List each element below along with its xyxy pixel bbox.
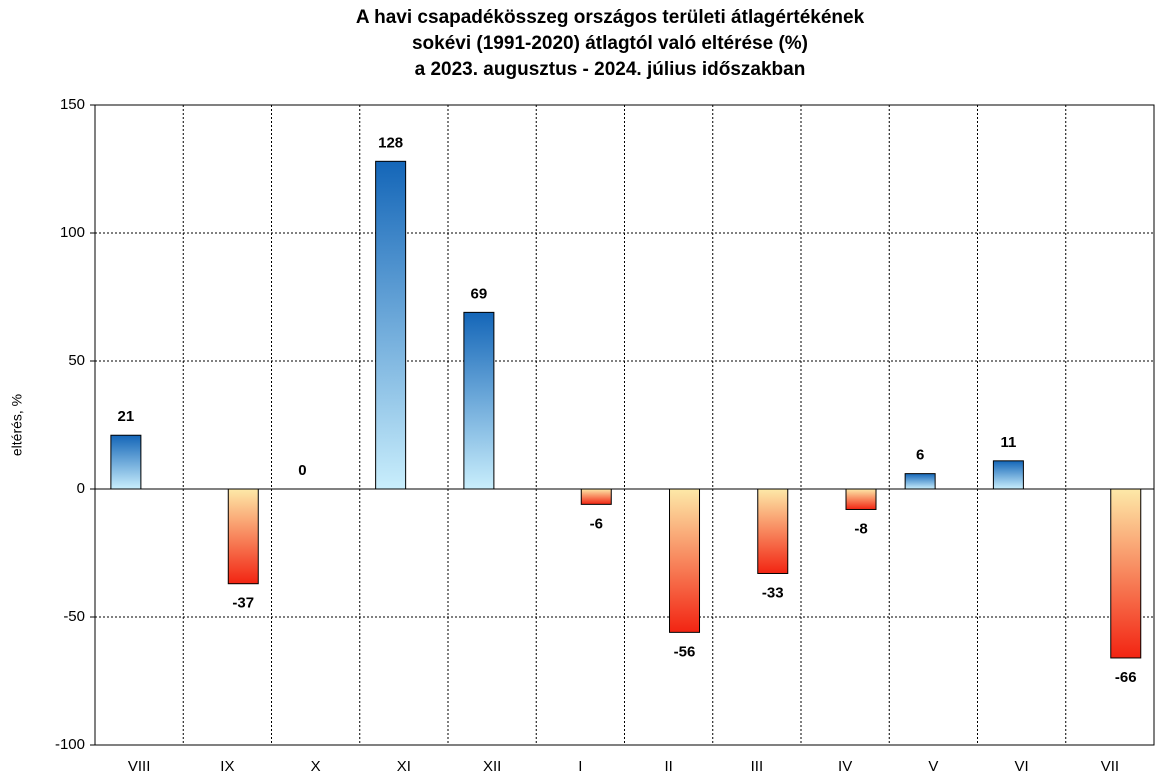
bar — [463, 311, 495, 490]
value-label: -37 — [232, 595, 254, 612]
chart-title: A havi csapadékösszeg országos területi … — [356, 7, 865, 28]
value-label: -6 — [590, 515, 603, 532]
bar — [110, 434, 142, 490]
bar — [845, 488, 877, 510]
bar — [227, 488, 259, 585]
y-tick-label: 150 — [60, 96, 85, 113]
bar — [992, 460, 1024, 490]
chart-title: a 2023. augusztus - 2024. július időszak… — [415, 59, 806, 80]
bar — [904, 473, 936, 490]
y-tick-label: 100 — [60, 224, 85, 241]
x-tick-label: IV — [838, 758, 852, 775]
x-tick-label: II — [664, 758, 672, 775]
bar — [757, 488, 789, 574]
bar — [580, 488, 612, 505]
value-label: 128 — [378, 134, 403, 151]
x-tick-label: V — [928, 758, 938, 775]
x-tick-label: X — [311, 758, 321, 775]
x-tick-label: I — [578, 758, 582, 775]
bar — [1110, 488, 1142, 659]
x-tick-label: VII — [1101, 758, 1119, 775]
chart-title: sokévi (1991-2020) átlagtól való eltérés… — [412, 33, 808, 54]
bar — [669, 488, 701, 633]
y-axis-label: eltérés, % — [9, 394, 25, 456]
value-label: 6 — [916, 447, 924, 464]
value-label: -56 — [674, 643, 696, 660]
value-label: 11 — [1000, 434, 1016, 451]
bar — [375, 160, 407, 490]
y-tick-label: -100 — [55, 736, 85, 753]
value-label: 0 — [298, 462, 306, 479]
x-tick-label: VIII — [128, 758, 151, 775]
value-label: 21 — [118, 408, 135, 425]
y-tick-label: 50 — [68, 352, 85, 369]
value-label: -8 — [854, 520, 867, 537]
value-label: -33 — [762, 584, 784, 601]
value-label: 69 — [471, 285, 488, 302]
x-tick-label: IX — [220, 758, 234, 775]
x-tick-label: XI — [397, 758, 411, 775]
x-tick-label: XII — [483, 758, 501, 775]
value-label: -66 — [1115, 669, 1137, 686]
y-tick-label: 0 — [77, 480, 85, 497]
x-tick-label: VI — [1015, 758, 1029, 775]
x-tick-label: III — [751, 758, 764, 775]
y-tick-label: -50 — [63, 608, 85, 625]
